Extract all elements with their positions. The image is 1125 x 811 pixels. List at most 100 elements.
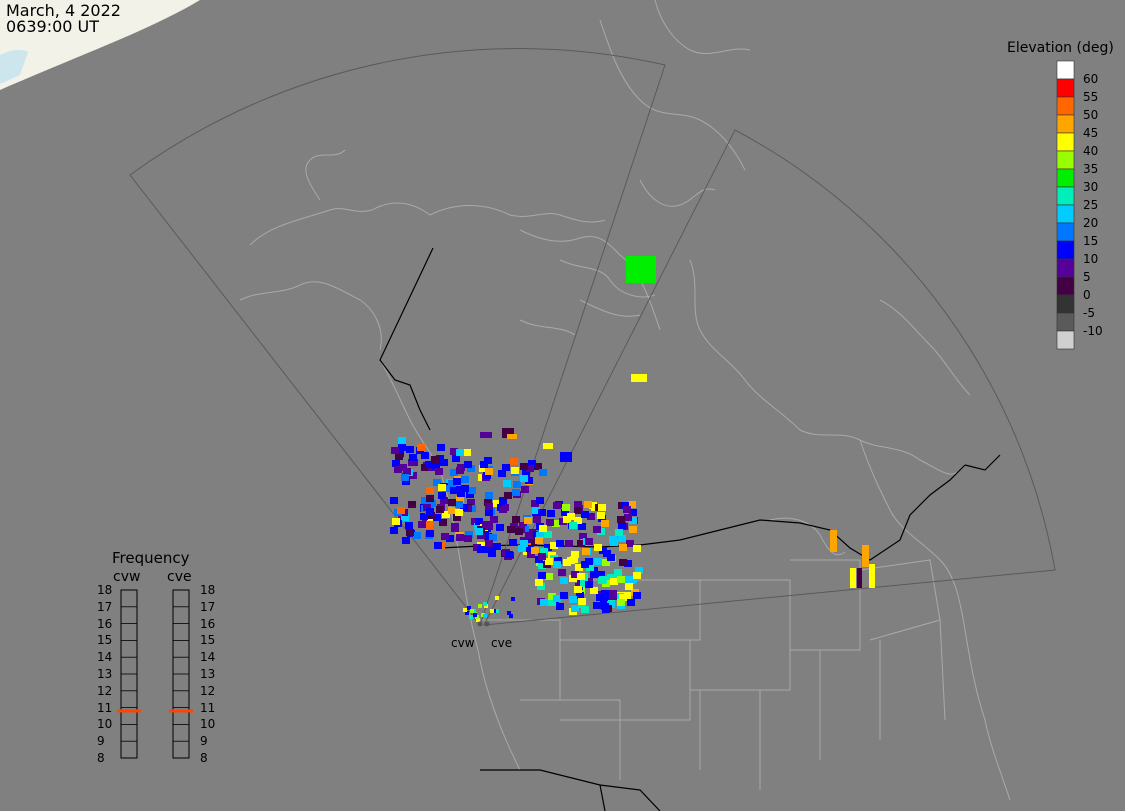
freq-tick-label-left: 15 — [97, 633, 113, 648]
echo-cell — [614, 569, 622, 576]
echo-cell — [482, 521, 490, 528]
echo-cell — [553, 502, 561, 509]
echo-cell — [538, 553, 546, 560]
colorbar-cell — [1056, 258, 1075, 278]
echo-cell — [408, 459, 416, 466]
echo-cell — [626, 540, 634, 547]
echo-cell — [576, 592, 584, 599]
echo-cell — [525, 477, 533, 484]
echo-cell — [609, 593, 617, 600]
echo-cell — [540, 599, 548, 606]
echo-cell — [577, 573, 585, 580]
echo-cell — [493, 500, 501, 507]
echo-cell — [453, 514, 461, 521]
freq-tick-label-left: 10 — [97, 717, 113, 732]
echo-cell — [556, 540, 564, 547]
colorbar-tick-label: 15 — [1083, 234, 1099, 248]
freq-tick-label-right: 16 — [200, 616, 216, 631]
echo-cell — [560, 452, 572, 462]
echo-cell — [483, 472, 491, 479]
echo-cell — [438, 484, 446, 491]
echo-cell — [582, 548, 590, 555]
colorbar-cell — [1056, 114, 1075, 134]
echo-cell — [467, 465, 475, 472]
echo-cell — [442, 511, 450, 518]
echo-cell — [486, 544, 494, 551]
echo-cell — [426, 495, 434, 502]
echo-cell — [421, 452, 429, 459]
freq-tick-label-left: 12 — [97, 683, 113, 698]
echo-cell — [490, 609, 494, 613]
echo-cell — [585, 581, 593, 588]
echo-cell — [617, 599, 625, 606]
echo-cell — [437, 444, 445, 451]
echo-cell — [408, 501, 416, 508]
echo-cell — [527, 551, 535, 558]
echo-cell — [525, 532, 533, 539]
echo-cell — [590, 571, 598, 578]
echo-cell — [521, 486, 529, 493]
echo-cell — [512, 489, 520, 496]
fov-cvw — [129, 48, 666, 627]
freq-tick-label-right: 11 — [200, 700, 216, 715]
echo-cell — [560, 592, 568, 599]
echo-cell — [581, 511, 589, 518]
echo-cell — [406, 446, 414, 453]
freq-tick-label-left: 9 — [97, 734, 105, 749]
colorbar-cell — [1056, 78, 1075, 98]
echo-cell — [470, 609, 474, 613]
echo-cell — [518, 545, 526, 552]
echo-cell — [579, 533, 587, 540]
colorbar-cell — [1056, 222, 1075, 242]
echo-cell — [631, 374, 647, 382]
echo-cell — [590, 587, 598, 594]
echo-cell — [490, 516, 498, 523]
echo-cell — [473, 613, 477, 617]
echo-cell — [548, 593, 556, 600]
echo-cell — [594, 558, 602, 565]
freq-tick-label-left: 16 — [97, 616, 113, 631]
echo-cell — [392, 460, 400, 467]
echo-cell — [431, 456, 439, 463]
echo-cell — [427, 512, 435, 519]
echo-cell — [524, 517, 532, 524]
echo-cell — [426, 487, 434, 494]
echo-cell — [403, 468, 411, 475]
echo-cell — [418, 521, 426, 528]
echo-cell — [495, 609, 499, 613]
echo-cell — [465, 531, 473, 538]
echo-cell — [401, 474, 409, 481]
colorbar-tick-label: -5 — [1083, 306, 1095, 320]
echo-cell — [436, 506, 444, 513]
frequency-gauges — [117, 589, 193, 759]
echo-cell — [598, 577, 606, 584]
echo-cell — [513, 481, 521, 488]
echo-cell — [607, 574, 615, 581]
echo-cell — [850, 568, 856, 588]
echo-cell — [475, 528, 483, 535]
echo-cell — [520, 463, 528, 470]
echo-cell — [485, 468, 493, 475]
echo-cell — [538, 509, 546, 516]
echo-cell — [562, 504, 570, 511]
echo-cell — [460, 504, 468, 511]
echo-cell — [432, 462, 440, 469]
colorbar-tick-label: 50 — [1083, 108, 1099, 122]
colorbar-tick-label: -10 — [1083, 324, 1103, 338]
echo-cell — [593, 602, 601, 609]
echo-cell — [629, 517, 637, 524]
echo-cell — [441, 533, 449, 540]
echo-cell — [398, 437, 406, 444]
freq-header-cve: cve — [167, 569, 192, 585]
echo-cell — [409, 454, 417, 461]
echo-cell — [456, 449, 464, 456]
echo-cell — [622, 576, 630, 583]
echo-cell — [629, 509, 637, 516]
echo-cell — [455, 509, 463, 516]
echo-cell — [456, 496, 464, 503]
echo-cell — [421, 497, 429, 504]
echo-cell — [485, 509, 493, 516]
echo-cell — [397, 507, 405, 514]
colorbar-tick-label: 40 — [1083, 144, 1099, 158]
echo-cell — [574, 507, 582, 514]
